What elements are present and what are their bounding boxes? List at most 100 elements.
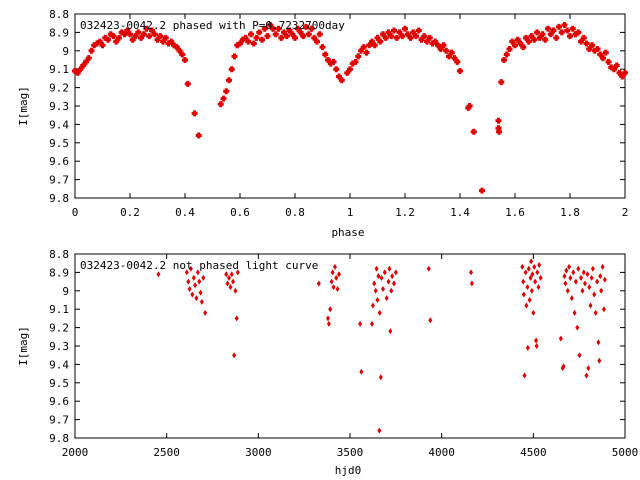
- phased-data-point: [217, 101, 224, 108]
- unphased-data-point: [529, 287, 534, 294]
- phased-data-point: [589, 42, 595, 49]
- phased-ytick-label: 9.3: [49, 100, 69, 113]
- phased-xtick-label: 0.4: [175, 206, 195, 219]
- unphased-data-point: [531, 309, 536, 316]
- phased-data-point: [399, 33, 406, 40]
- phased-data-point: [347, 66, 353, 73]
- unphased-data-point: [469, 269, 473, 276]
- unphased-data-point: [330, 269, 335, 276]
- unphased-data-point: [332, 263, 337, 270]
- unphased-ytick-label: 9.8: [49, 432, 69, 445]
- unphased-data-point: [197, 278, 202, 285]
- phased-data-point: [355, 53, 362, 60]
- unphased-data-point: [593, 309, 598, 316]
- unphased-data-point: [377, 309, 382, 316]
- unphased-data-point: [225, 280, 230, 287]
- phased-data-point: [184, 80, 191, 87]
- unphased-data-point: [585, 271, 590, 278]
- phased-data-point: [503, 51, 510, 58]
- unphased-data-point: [378, 374, 383, 381]
- unphased-data-point: [374, 265, 379, 272]
- unphased-data-point: [568, 274, 573, 281]
- phased-data-point: [413, 33, 419, 40]
- unphased-data-point: [529, 258, 534, 265]
- unphased-data-point: [326, 315, 330, 322]
- unphased-data-point: [199, 298, 204, 305]
- phased-ylabel: I[mag]: [17, 86, 30, 126]
- unphased-data-point: [224, 271, 229, 278]
- unphased-xlabel: hjd0: [335, 464, 362, 477]
- unphased-data-point: [228, 284, 233, 291]
- phased-data-point: [226, 77, 232, 84]
- phased-data-point: [402, 25, 408, 32]
- phased-data-point: [407, 34, 414, 41]
- unphased-data-point: [572, 309, 577, 316]
- phased-data-point: [377, 38, 384, 45]
- phased-data-point: [371, 42, 378, 49]
- unphased-data-point: [580, 287, 585, 294]
- unphased-data-point: [525, 284, 530, 291]
- unphased-xtick-label: 2500: [153, 446, 180, 459]
- unphased-data-point: [581, 269, 586, 276]
- unphased-data-point: [589, 274, 594, 281]
- unphased-data-point: [316, 280, 321, 287]
- unphased-data-point: [231, 278, 236, 285]
- unphased-xtick-label: 3500: [337, 446, 364, 459]
- unphased-ytick-label: 9.2: [49, 322, 69, 335]
- phased-ytick-label: 9.7: [49, 174, 69, 187]
- phased-ytick-label: 9.1: [49, 63, 69, 76]
- unphased-data-point: [538, 274, 543, 281]
- unphased-data-point: [590, 265, 595, 272]
- phased-xlabel: phase: [331, 226, 364, 239]
- unphased-data-point: [599, 287, 604, 294]
- unphased-ticks: 2000 2500 3000 3500 4000 4500 5000 8.8 8.9 9 9.1 9.…: [49, 248, 638, 459]
- phased-data-point: [179, 51, 186, 58]
- unphased-data-point: [392, 280, 396, 287]
- phased-data-point: [454, 58, 461, 65]
- phased-data-point: [330, 58, 337, 65]
- unphased-ytick-label: 9.4: [49, 358, 69, 371]
- phased-data-point: [605, 58, 612, 65]
- phased-data-point: [146, 33, 153, 40]
- unphased-data-point: [583, 280, 588, 287]
- unphased-data-point: [595, 278, 600, 285]
- phased-xtick-label: 0.8: [285, 206, 305, 219]
- phased-data-point: [567, 33, 573, 40]
- phased-data-point: [470, 128, 477, 135]
- unphased-data-point: [388, 328, 393, 335]
- phased-xtick-label: 1.2: [395, 206, 415, 219]
- unphased-data-point: [387, 265, 392, 272]
- phased-ytick-label: 8.9: [49, 26, 69, 39]
- unphased-xtick-label: 4500: [520, 446, 547, 459]
- unphased-data-point: [328, 306, 333, 313]
- phased-data-point: [250, 40, 257, 47]
- unphased-data-point: [584, 372, 589, 379]
- unphased-data-point: [193, 282, 198, 289]
- unphased-data-point: [534, 343, 539, 349]
- phased-data-point: [99, 42, 106, 49]
- unphased-data-point: [195, 269, 200, 276]
- unphased-data-point: [536, 284, 541, 291]
- unphased-plot: 2000 2500 3000 3500 4000 4500 5000 8.8 8.9 9 9.1 9.…: [17, 248, 638, 477]
- unphased-data-point: [235, 269, 240, 276]
- phased-data-point: [382, 34, 389, 41]
- unphased-data-point: [600, 263, 605, 270]
- unphased-points: [156, 258, 607, 434]
- unphased-ytick-label: 9.1: [49, 303, 69, 316]
- phased-data-point: [85, 55, 92, 62]
- phased-ytick-label: 9.6: [49, 155, 69, 168]
- unphased-data-point: [229, 271, 234, 278]
- unphased-data-point: [386, 278, 391, 285]
- unphased-data-point: [227, 274, 231, 281]
- unphased-ytick-label: 9.6: [49, 395, 69, 408]
- phased-data-point: [143, 25, 150, 32]
- phased-data-point: [223, 88, 230, 95]
- unphased-data-point: [530, 271, 535, 278]
- phased-data-point: [272, 31, 279, 38]
- unphased-xtick-label: 2000: [62, 446, 89, 459]
- unphased-data-point: [579, 274, 583, 281]
- unphased-data-point: [370, 302, 375, 309]
- unphased-plot-frame: [74, 253, 626, 439]
- phased-ytick-label: 8.8: [49, 8, 69, 21]
